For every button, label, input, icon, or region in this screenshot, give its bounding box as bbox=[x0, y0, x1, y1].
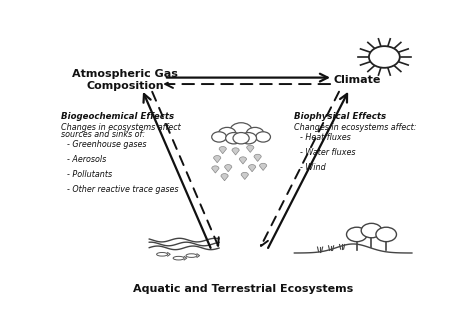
Text: - Aerosols: - Aerosols bbox=[66, 155, 106, 164]
Text: Aquatic and Terrestrial Ecosystems: Aquatic and Terrestrial Ecosystems bbox=[133, 284, 353, 294]
Text: - Other reactive trace gases: - Other reactive trace gases bbox=[66, 185, 178, 194]
PathPatch shape bbox=[239, 157, 246, 164]
Circle shape bbox=[361, 223, 382, 238]
Text: - Wind: - Wind bbox=[300, 163, 326, 172]
PathPatch shape bbox=[246, 145, 254, 152]
Text: sources and sinks of:: sources and sinks of: bbox=[61, 130, 145, 139]
Ellipse shape bbox=[186, 254, 197, 257]
PathPatch shape bbox=[212, 166, 219, 173]
Text: Biogeochemical Effects: Biogeochemical Effects bbox=[61, 113, 174, 121]
Circle shape bbox=[246, 127, 264, 140]
Circle shape bbox=[256, 132, 271, 142]
Circle shape bbox=[226, 133, 242, 144]
Ellipse shape bbox=[173, 256, 184, 260]
PathPatch shape bbox=[241, 172, 248, 180]
PathPatch shape bbox=[254, 154, 261, 161]
Circle shape bbox=[240, 133, 256, 144]
Circle shape bbox=[233, 133, 249, 144]
Circle shape bbox=[346, 227, 367, 242]
PathPatch shape bbox=[225, 164, 232, 172]
Text: Biophysical Effects: Biophysical Effects bbox=[294, 113, 386, 121]
Text: - Water fluxes: - Water fluxes bbox=[300, 148, 356, 157]
Circle shape bbox=[219, 127, 236, 140]
PathPatch shape bbox=[221, 174, 228, 181]
PathPatch shape bbox=[213, 155, 221, 163]
Text: Changes in ecosystems affect:: Changes in ecosystems affect: bbox=[294, 123, 417, 132]
Circle shape bbox=[376, 227, 396, 242]
Circle shape bbox=[230, 123, 252, 138]
PathPatch shape bbox=[219, 146, 227, 154]
PathPatch shape bbox=[248, 164, 256, 172]
Circle shape bbox=[212, 132, 227, 142]
Text: - Greenhouse gases: - Greenhouse gases bbox=[66, 140, 146, 149]
PathPatch shape bbox=[232, 148, 239, 155]
PathPatch shape bbox=[259, 163, 267, 171]
Ellipse shape bbox=[156, 253, 168, 256]
Text: - Pollutants: - Pollutants bbox=[66, 170, 112, 179]
Text: - Heat fluxes: - Heat fluxes bbox=[300, 133, 351, 142]
Text: Atmospheric Gas
Composition: Atmospheric Gas Composition bbox=[73, 69, 178, 91]
Text: Climate: Climate bbox=[333, 75, 381, 85]
Text: Changes in ecosystems affect: Changes in ecosystems affect bbox=[61, 123, 181, 132]
